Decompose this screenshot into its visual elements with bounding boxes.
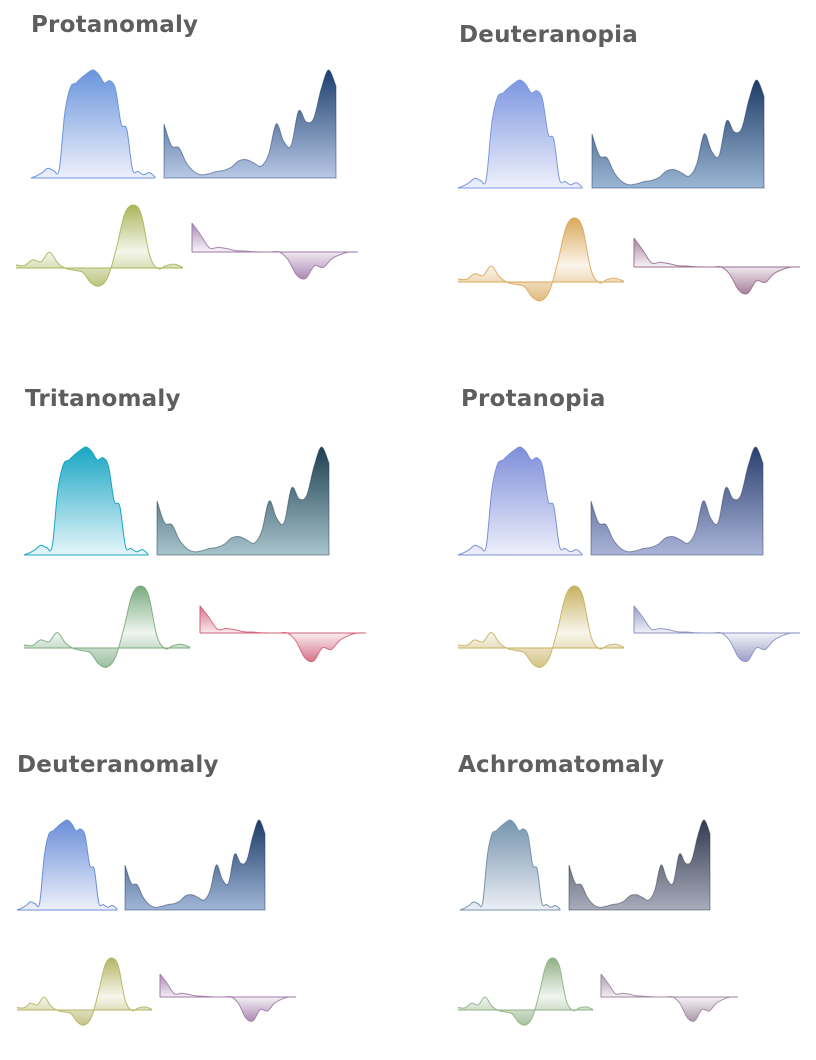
rising-area bbox=[156, 446, 330, 556]
panel-protanopia bbox=[457, 446, 801, 669]
wave-line bbox=[23, 585, 191, 669]
bell-area bbox=[30, 69, 156, 179]
panel-title-achromatomaly: Achromatomaly bbox=[458, 752, 665, 778]
panel-achromatomaly bbox=[457, 819, 739, 1026]
wave-area bbox=[458, 218, 624, 301]
panel-deuteranopia bbox=[457, 79, 801, 302]
dip-line bbox=[199, 605, 367, 663]
wave-area bbox=[458, 586, 624, 668]
dip-area bbox=[192, 223, 358, 279]
panel-tritanomaly bbox=[23, 446, 367, 669]
rising-area bbox=[590, 446, 764, 556]
wave-area bbox=[24, 586, 190, 668]
bell-area bbox=[457, 446, 583, 556]
wave-line bbox=[16, 957, 153, 1026]
dip-line bbox=[633, 605, 801, 663]
dip-line bbox=[159, 973, 297, 1022]
dip-line bbox=[191, 222, 359, 280]
dip-area bbox=[160, 974, 296, 1022]
panel-title-deuteranomaly: Deuteranomaly bbox=[17, 752, 219, 778]
panel-title-tritanomaly: Tritanomaly bbox=[25, 386, 181, 412]
wave-area bbox=[16, 205, 183, 287]
rising-area bbox=[591, 79, 765, 189]
rising-area bbox=[124, 819, 266, 911]
wave-area bbox=[458, 958, 593, 1026]
dip-area bbox=[601, 974, 738, 1022]
dip-area bbox=[634, 238, 800, 294]
dip-line bbox=[600, 973, 739, 1022]
bell-area bbox=[23, 446, 149, 556]
panel-deuteranomaly bbox=[16, 819, 297, 1026]
panel-title-deuteranopia: Deuteranopia bbox=[459, 22, 638, 48]
dip-line bbox=[633, 237, 801, 295]
wave-line bbox=[15, 204, 184, 287]
bell-area bbox=[457, 79, 583, 189]
wave-area bbox=[17, 958, 152, 1026]
wave-line bbox=[457, 957, 594, 1026]
wave-line bbox=[457, 217, 625, 302]
rising-area bbox=[163, 69, 337, 179]
bell-area bbox=[16, 819, 118, 911]
dip-area bbox=[634, 605, 800, 662]
rising-area bbox=[568, 819, 711, 911]
panel-title-protanopia: Protanopia bbox=[461, 386, 606, 412]
bell-area bbox=[459, 819, 561, 911]
dip-area bbox=[200, 605, 366, 662]
wave-line bbox=[457, 585, 625, 669]
panel-protanomaly bbox=[15, 69, 359, 287]
panel-title-protanomaly: Protanomaly bbox=[31, 12, 199, 38]
